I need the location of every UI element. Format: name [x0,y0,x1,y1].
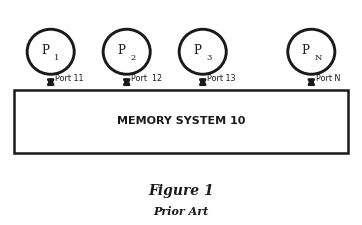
Text: P: P [193,44,201,57]
Ellipse shape [27,29,74,74]
Text: Figure 1: Figure 1 [148,184,214,198]
Text: 2: 2 [130,54,136,62]
Text: P: P [302,44,310,57]
Text: Port 11: Port 11 [55,74,84,83]
Text: P: P [117,44,125,57]
Ellipse shape [103,29,150,74]
Ellipse shape [179,29,226,74]
Text: Port 13: Port 13 [207,74,236,83]
Text: P: P [41,44,49,57]
Text: N: N [315,54,322,62]
Text: Port  12: Port 12 [131,74,162,83]
Ellipse shape [288,29,335,74]
Text: Port N: Port N [316,74,340,83]
Text: 3: 3 [206,54,212,62]
Bar [14,90,348,153]
Text: 1: 1 [54,54,60,62]
Text: Prior Art: Prior Art [153,206,209,217]
Text: MEMORY SYSTEM 10: MEMORY SYSTEM 10 [117,117,245,126]
